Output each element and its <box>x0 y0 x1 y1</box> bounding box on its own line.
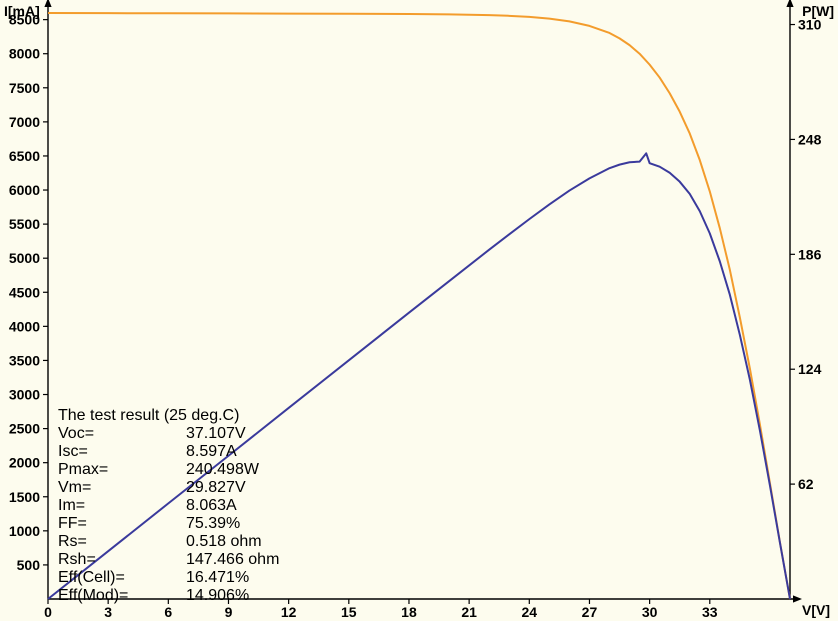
y-left-tick-label: 1500 <box>9 489 40 505</box>
y-left-tick-label: 7500 <box>9 80 40 96</box>
results-row-label: Eff(Cell)= <box>58 569 125 586</box>
results-row-value: 147.466 ohm <box>186 551 279 568</box>
y-left-tick-label: 4000 <box>9 318 40 334</box>
y-left-tick-label: 3000 <box>9 387 40 403</box>
results-row-value: 0.518 ohm <box>186 533 262 550</box>
x-tick-label: 3 <box>104 604 112 620</box>
x-tick-label: 30 <box>642 604 658 620</box>
results-row-label: Pmax= <box>58 461 108 478</box>
y-left-tick-label: 6500 <box>9 148 40 164</box>
x-tick-label: 0 <box>44 604 52 620</box>
y-right-tick-label: 186 <box>798 246 822 262</box>
y-right-tick-label: 62 <box>798 476 814 492</box>
y-left-axis-label: I[mA] <box>4 3 40 19</box>
y-right-axis-label: P[W] <box>802 3 834 19</box>
results-row-label: Rs= <box>58 533 87 550</box>
y-left-tick-label: 7000 <box>9 114 40 130</box>
results-row-value: 8.063A <box>186 497 237 514</box>
x-tick-label: 6 <box>164 604 172 620</box>
results-row-label: Vm= <box>58 479 91 496</box>
results-title: The test result (25 deg.C) <box>58 407 239 424</box>
x-tick-label: 9 <box>225 604 233 620</box>
x-tick-label: 21 <box>461 604 477 620</box>
iv-pv-chart: 0 3 6 9 12 15 18 21 24 27 30 33 V[V] 500 1000 1500 2000 2… <box>0 0 838 621</box>
x-tick-label: 15 <box>341 604 357 620</box>
chart-background <box>0 0 838 621</box>
results-row-label: Voc= <box>58 425 94 442</box>
y-left-tick-label: 3500 <box>9 352 40 368</box>
y-left-tick-label: 2500 <box>9 421 40 437</box>
results-row-value: 29.827V <box>186 479 246 496</box>
y-right-tick-label: 124 <box>798 361 822 377</box>
x-tick-label: 33 <box>702 604 718 620</box>
results-row-label: FF= <box>58 515 87 532</box>
results-row-value: 240.498W <box>186 461 260 478</box>
y-left-tick-label: 4500 <box>9 284 40 300</box>
results-row-value: 14.906% <box>186 587 249 604</box>
x-tick-label: 24 <box>522 604 538 620</box>
x-tick-label: 27 <box>582 604 598 620</box>
y-left-tick-label: 5500 <box>9 216 40 232</box>
y-left-tick-label: 8000 <box>9 46 40 62</box>
y-left-tick-label: 1000 <box>9 523 40 539</box>
results-row-value: 16.471% <box>186 569 249 586</box>
results-row-value: 8.597A <box>186 443 237 460</box>
results-row-label: Rsh= <box>58 551 96 568</box>
y-left-tick-label: 500 <box>17 557 41 573</box>
y-left-tick-label: 5000 <box>9 250 40 266</box>
x-axis-label: V[V] <box>802 602 830 618</box>
results-row-label: Im= <box>58 497 85 514</box>
results-row-label: Eff(Mod)= <box>58 587 128 604</box>
x-tick-label: 12 <box>281 604 297 620</box>
results-row-label: Isc= <box>58 443 88 460</box>
y-left-tick-label: 6000 <box>9 182 40 198</box>
y-right-tick-label: 248 <box>798 131 822 147</box>
y-left-tick-label: 2000 <box>9 455 40 471</box>
results-row-value: 75.39% <box>186 515 240 532</box>
results-row-value: 37.107V <box>186 425 246 442</box>
x-tick-label: 18 <box>401 604 417 620</box>
